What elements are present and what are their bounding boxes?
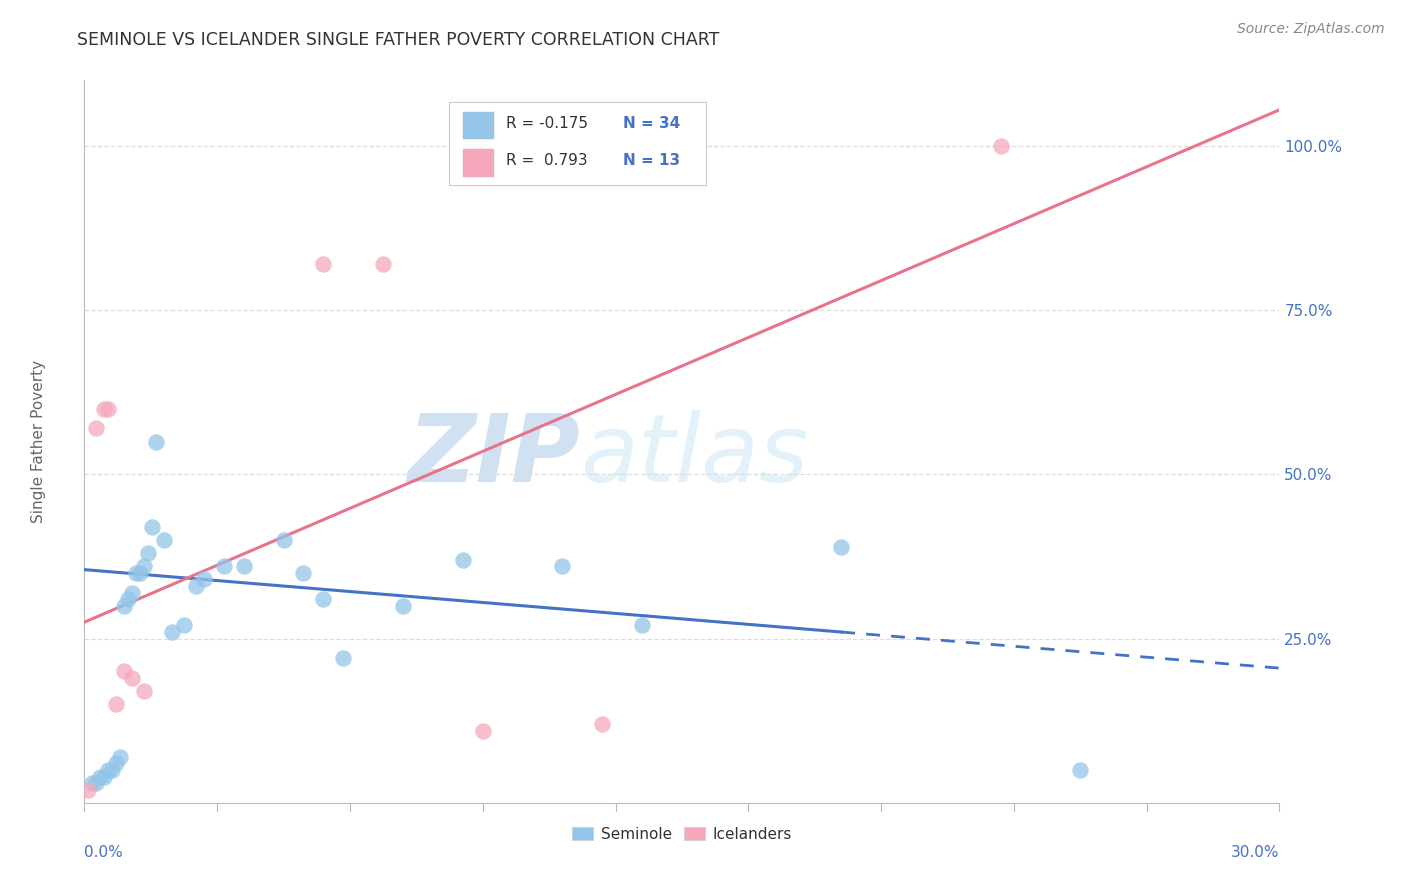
Point bbox=[232, 559, 254, 574]
Point bbox=[160, 625, 183, 640]
Point bbox=[184, 579, 207, 593]
Point bbox=[121, 585, 143, 599]
Point bbox=[121, 671, 143, 685]
Point bbox=[312, 257, 335, 271]
Point bbox=[631, 618, 654, 632]
Point bbox=[153, 533, 176, 547]
Point bbox=[212, 559, 235, 574]
Point bbox=[101, 763, 124, 777]
Text: 0.0%: 0.0% bbox=[84, 845, 124, 860]
Point bbox=[125, 566, 148, 580]
Point bbox=[145, 434, 167, 449]
Text: Single Father Poverty: Single Father Poverty bbox=[31, 360, 46, 523]
Point bbox=[451, 553, 474, 567]
Point bbox=[132, 559, 156, 574]
Text: 30.0%: 30.0% bbox=[1232, 845, 1279, 860]
Point bbox=[141, 520, 163, 534]
Point bbox=[93, 770, 115, 784]
Point bbox=[110, 749, 132, 764]
Point bbox=[93, 401, 115, 416]
Point bbox=[82, 776, 104, 790]
Point bbox=[97, 401, 120, 416]
Point bbox=[136, 546, 159, 560]
FancyBboxPatch shape bbox=[463, 149, 495, 177]
Point bbox=[86, 421, 108, 435]
Point bbox=[97, 763, 120, 777]
Point bbox=[471, 723, 494, 738]
Point bbox=[105, 756, 128, 771]
Text: SEMINOLE VS ICELANDER SINGLE FATHER POVERTY CORRELATION CHART: SEMINOLE VS ICELANDER SINGLE FATHER POVE… bbox=[77, 31, 720, 49]
Point bbox=[373, 257, 395, 271]
Text: ZIP: ZIP bbox=[408, 410, 581, 502]
FancyBboxPatch shape bbox=[463, 112, 495, 139]
Text: N = 34: N = 34 bbox=[623, 116, 681, 131]
Point bbox=[551, 559, 574, 574]
Point bbox=[112, 665, 135, 679]
Text: Source: ZipAtlas.com: Source: ZipAtlas.com bbox=[1237, 22, 1385, 37]
Point bbox=[990, 139, 1012, 153]
Point bbox=[117, 592, 139, 607]
Point bbox=[132, 684, 156, 698]
Point bbox=[312, 592, 335, 607]
Text: N = 13: N = 13 bbox=[623, 153, 681, 168]
Point bbox=[193, 573, 215, 587]
Point bbox=[292, 566, 315, 580]
Point bbox=[332, 651, 354, 665]
Point bbox=[89, 770, 111, 784]
Point bbox=[77, 782, 100, 797]
Point bbox=[173, 618, 195, 632]
Text: atlas: atlas bbox=[581, 410, 808, 501]
Point bbox=[273, 533, 295, 547]
Legend: Seminole, Icelanders: Seminole, Icelanders bbox=[564, 819, 800, 849]
Point bbox=[86, 776, 108, 790]
Point bbox=[392, 599, 415, 613]
Point bbox=[1069, 763, 1091, 777]
Text: R = -0.175: R = -0.175 bbox=[506, 116, 588, 131]
Point bbox=[129, 566, 152, 580]
Point bbox=[830, 540, 852, 554]
Point bbox=[591, 717, 613, 731]
Point bbox=[105, 698, 128, 712]
Text: R =  0.793: R = 0.793 bbox=[506, 153, 588, 168]
FancyBboxPatch shape bbox=[449, 102, 706, 185]
Point bbox=[112, 599, 135, 613]
